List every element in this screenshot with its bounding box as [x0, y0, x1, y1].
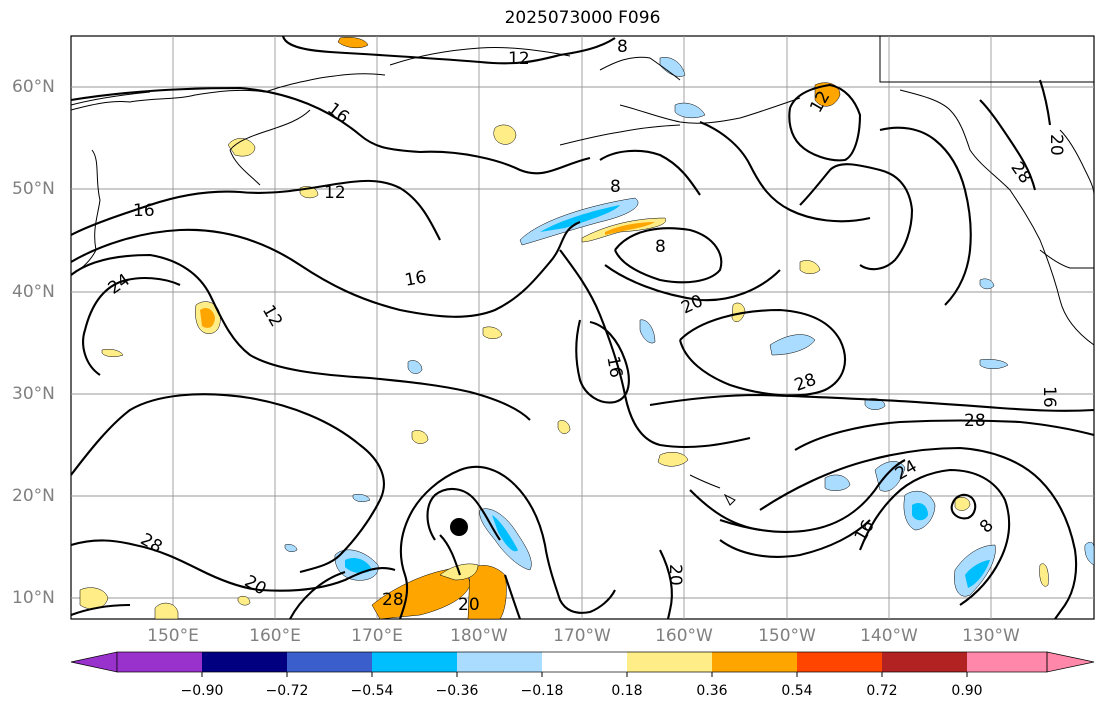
colorbar-tick-label: 0.90	[951, 683, 983, 699]
colorbar-swatch	[542, 652, 627, 672]
plot-frame	[70, 35, 1095, 620]
contour-label: 28	[964, 411, 986, 431]
contour-label: 8	[617, 37, 628, 57]
contour-label: 20	[665, 564, 685, 586]
colorbar-tick-label: 0.72	[866, 683, 898, 699]
colorbar-tick-label: −0.90	[180, 683, 224, 699]
colorbar-swatch	[797, 652, 882, 672]
contour-label: 8	[610, 177, 621, 197]
colorbar-extend-high	[1046, 651, 1095, 673]
colorbar-extend-low	[70, 651, 118, 673]
colorbar-swatch	[457, 652, 542, 672]
shading	[79, 37, 1095, 620]
lon-label: 160°W	[655, 626, 713, 646]
contour-label: 12	[508, 49, 530, 69]
graticule	[71, 36, 1094, 619]
coastlines	[70, 36, 1095, 506]
lat-label: 60°N	[12, 77, 55, 97]
colorbar-tick-label: 0.54	[781, 683, 813, 699]
lon-label: 150°E	[147, 626, 199, 646]
contour-label: 16	[403, 267, 428, 290]
lon-label: 170°E	[351, 626, 403, 646]
contour-label: 20	[458, 595, 480, 615]
map-title: 2025073000 F096	[504, 8, 661, 28]
colorbar-tick-label: −0.36	[435, 683, 479, 699]
lat-label: 30°N	[12, 384, 55, 404]
lon-label: 150°W	[758, 626, 816, 646]
lon-label: 140°W	[860, 626, 918, 646]
contour-label: 20	[1046, 134, 1066, 156]
colorbar-tick-label: 0.18	[611, 683, 643, 699]
colorbar-swatch	[712, 652, 797, 672]
lat-label: 20°N	[12, 486, 55, 506]
lon-label: 170°W	[553, 626, 611, 646]
lat-label: 10°N	[12, 588, 55, 608]
colorbar-swatch	[967, 652, 1047, 672]
colorbar-tick-label: −0.54	[350, 683, 394, 699]
lon-label: 130°W	[962, 626, 1020, 646]
lat-label: 50°N	[12, 179, 55, 199]
contours	[70, 35, 1095, 620]
colorbar	[70, 651, 1095, 677]
storm-center-marker	[450, 518, 468, 536]
lat-label: 40°N	[12, 282, 55, 302]
contour-label: 16	[602, 355, 625, 380]
colorbar-swatch	[287, 652, 372, 672]
colorbar-swatch	[202, 652, 287, 672]
colorbar-tick-label: 0.36	[696, 683, 728, 699]
contour-label: 12	[324, 183, 346, 203]
contour-label: 8	[655, 237, 666, 257]
colorbar-tick-label: −0.72	[265, 683, 309, 699]
contour-label: 16	[1039, 386, 1059, 408]
contour-label: 28	[382, 590, 404, 610]
colorbar-tick-label: −0.18	[520, 683, 564, 699]
colorbar-swatch	[627, 652, 712, 672]
lon-label: 180°W	[450, 626, 508, 646]
colorbar-swatch	[117, 652, 202, 672]
lon-label: 160°E	[249, 626, 301, 646]
colorbar-swatch	[372, 652, 457, 672]
colorbar-swatch	[882, 652, 967, 672]
contour-label: 16	[133, 201, 155, 221]
